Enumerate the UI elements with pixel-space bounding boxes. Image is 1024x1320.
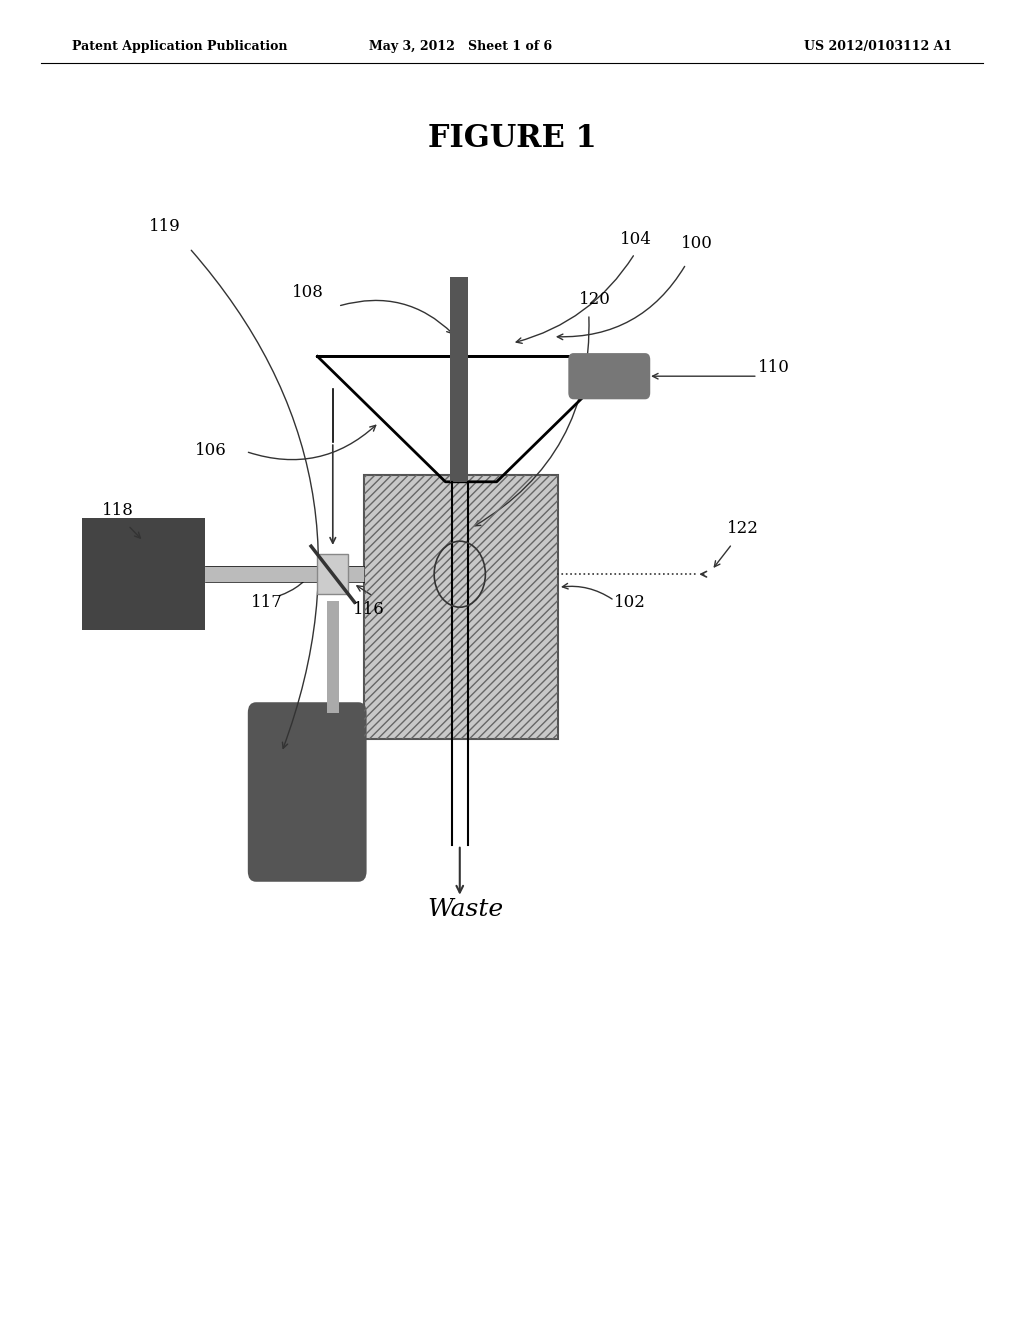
Bar [327,601,339,713]
Text: 104: 104 [620,231,651,248]
Bar [364,475,558,739]
Bar [205,566,364,582]
FancyBboxPatch shape [248,702,367,882]
Text: 122: 122 [727,520,759,537]
Text: 100: 100 [681,235,713,252]
Text: 108: 108 [292,284,324,301]
Bar [317,554,348,594]
Text: 102: 102 [614,594,646,611]
Text: Patent Application Publication: Patent Application Publication [72,40,287,53]
Bar [82,519,205,631]
Text: May 3, 2012   Sheet 1 of 6: May 3, 2012 Sheet 1 of 6 [370,40,552,53]
Text: US 2012/0103112 A1: US 2012/0103112 A1 [804,40,952,53]
Bar [364,475,558,739]
Text: FIGURE 1: FIGURE 1 [428,123,596,154]
Text: 106: 106 [195,442,226,459]
FancyBboxPatch shape [568,352,650,399]
Text: 110: 110 [758,359,790,376]
Text: 118: 118 [102,502,134,519]
Text: 120: 120 [579,290,610,308]
Bar [450,277,468,482]
Text: 116: 116 [353,601,385,618]
Text: 119: 119 [148,218,180,235]
Text: 117: 117 [251,594,283,611]
Text: Waste: Waste [428,898,504,920]
